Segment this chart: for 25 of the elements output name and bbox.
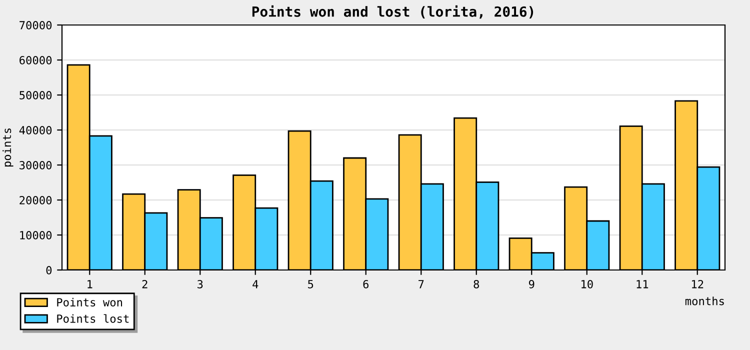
y-tick-label: 40000 xyxy=(19,126,52,134)
x-tick-label: 12 xyxy=(692,280,704,288)
y-tick-label: 30000 xyxy=(20,161,52,170)
x-tick-label: 8 xyxy=(474,280,480,288)
x-tick-label: 5 xyxy=(308,280,314,288)
x-tick-label: 10 xyxy=(582,280,593,288)
x-tick-label: 9 xyxy=(528,280,534,288)
x-tick-label: 7 xyxy=(418,280,424,288)
y-tick-label: 0 xyxy=(46,266,52,274)
y-tick-label: 70000 xyxy=(20,21,52,30)
x-tick-label: 3 xyxy=(198,280,203,288)
y-tick-label: 50000 xyxy=(20,91,52,100)
x-tick-label: 4 xyxy=(252,280,258,288)
chart-title: Points won and lost (lorita, 2016) xyxy=(252,5,534,19)
x-tick-label: 11 xyxy=(636,280,648,288)
x-axis-title: months xyxy=(685,296,724,306)
y-tick-label: 10000 xyxy=(20,231,52,240)
y-tick-label: 60000 xyxy=(20,56,52,64)
legend-label: Points lost xyxy=(57,314,129,323)
legend-label: Points won xyxy=(57,298,122,306)
y-axis-title: points xyxy=(2,128,14,167)
x-tick-label: 1 xyxy=(88,280,92,288)
y-tick-label: 20000 xyxy=(20,196,52,204)
x-tick-label: 2 xyxy=(142,280,148,288)
x-tick-label: 6 xyxy=(363,280,368,288)
